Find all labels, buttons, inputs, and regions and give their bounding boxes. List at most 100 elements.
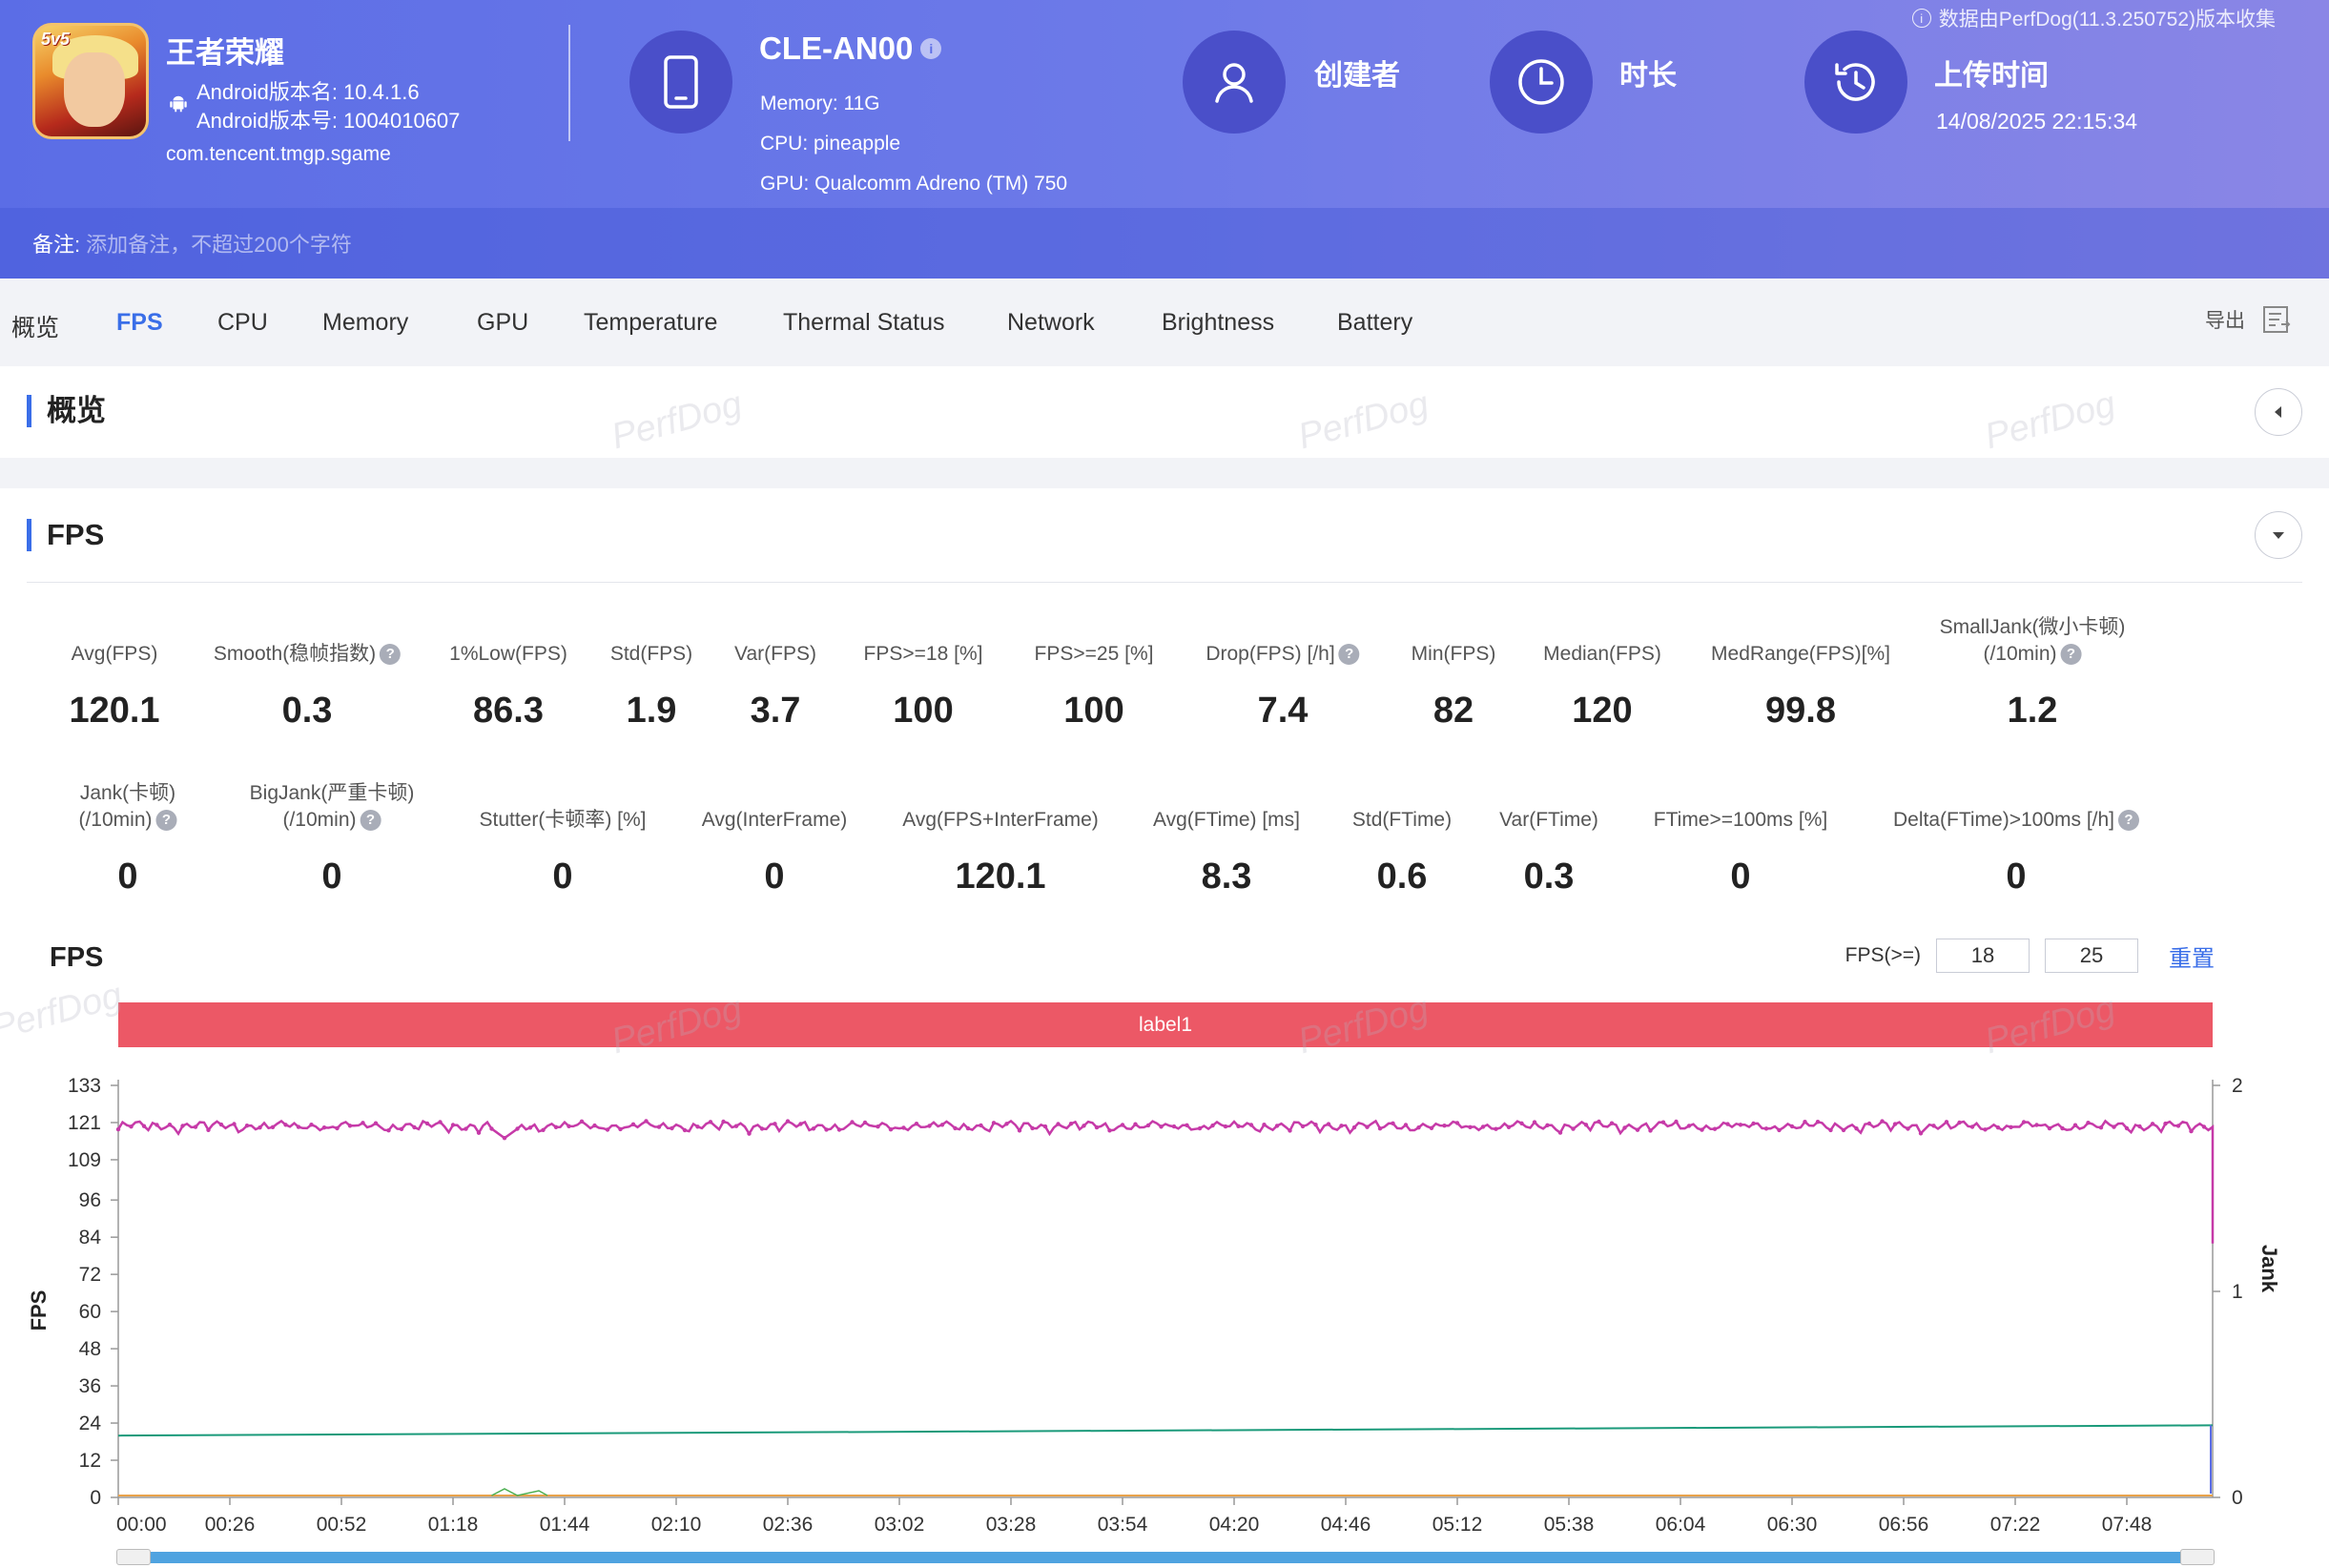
help-icon[interactable]: ?: [155, 810, 177, 832]
threshold-label: FPS(>=): [1845, 944, 1921, 966]
fps-point: [824, 1127, 829, 1132]
stat-stutter: Stutter(卡顿率) [%] 0: [479, 807, 646, 897]
fps-point: [579, 1119, 585, 1124]
fps-point: [464, 1126, 468, 1131]
threshold-input-2[interactable]: 25: [2045, 939, 2138, 973]
section-divider: [27, 582, 2302, 583]
y2-axis-title: Jank: [2257, 1245, 2281, 1293]
fps-point: [850, 1120, 855, 1124]
stat-min-fps: Min(FPS) 82: [1411, 641, 1496, 731]
upload-time-value: 14/08/2025 22:15:34: [1936, 109, 2138, 134]
tab-gpu[interactable]: GPU: [477, 309, 529, 336]
fps-point: [232, 1122, 237, 1126]
help-icon[interactable]: ?: [2118, 810, 2140, 832]
y2-tick-label: 1: [2232, 1281, 2243, 1303]
caret-left-icon: [2275, 406, 2281, 418]
fps-point: [206, 1127, 211, 1132]
tab-cpu[interactable]: CPU: [217, 309, 268, 336]
fps-point: [399, 1126, 404, 1131]
fps-point: [630, 1122, 636, 1126]
fps-point: [927, 1124, 932, 1128]
tab-temperature[interactable]: Temperature: [584, 309, 718, 336]
tab-thermal-status[interactable]: Thermal Status: [783, 309, 945, 336]
chart-scrollbar[interactable]: [116, 1549, 2215, 1565]
fps-point: [1892, 1122, 1898, 1126]
tab-overview[interactable]: 概览: [11, 315, 60, 341]
help-icon[interactable]: ?: [360, 810, 381, 832]
fps-point: [115, 1126, 121, 1132]
fps-point: [2201, 1124, 2207, 1129]
threshold-input-1[interactable]: 18: [1936, 939, 2030, 973]
fps-point: [386, 1128, 391, 1133]
y2-tick-label: 2: [2232, 1075, 2243, 1097]
stat-value: 0: [552, 856, 573, 897]
stutter-marks: [491, 1488, 548, 1496]
overview-panel: 概览 PerfDog PerfDog PerfDog: [0, 366, 2329, 458]
watermark: PerfDog: [1293, 383, 1433, 458]
fps-point: [1442, 1124, 1447, 1128]
fps-point: [1738, 1123, 1743, 1127]
upload-time-label: 上传时间: [1934, 60, 2049, 92]
tab-fps[interactable]: FPS: [116, 309, 163, 336]
y-tick-label: 48: [79, 1338, 101, 1360]
stat-label: SmallJank(微小卡顿): [1939, 616, 2126, 638]
y-tick-label: 84: [79, 1227, 102, 1248]
fps-point: [321, 1125, 327, 1130]
app-icon-badge: 5v5: [41, 30, 71, 49]
x-tick-label: 00:26: [205, 1514, 256, 1536]
fps-point: [1725, 1122, 1730, 1126]
fps-point: [2072, 1123, 2078, 1127]
fps-point: [450, 1123, 456, 1127]
fps-collapse-button[interactable]: [2255, 511, 2302, 559]
note-input[interactable]: 添加备注，不超过200个字符: [86, 233, 352, 257]
fps-point: [309, 1123, 314, 1127]
export-button[interactable]: 导出: [2205, 305, 2293, 334]
fps-point: [876, 1124, 880, 1129]
stat-value: 7.4: [1257, 691, 1309, 731]
fps-point: [747, 1131, 752, 1136]
fps-point: [283, 1123, 288, 1127]
fps-point: [592, 1123, 597, 1128]
reset-button[interactable]: 重置: [2169, 945, 2215, 972]
fps-point: [1789, 1124, 1795, 1129]
help-icon[interactable]: ?: [380, 644, 402, 666]
app-package: com.tencent.tmgp.sgame: [166, 143, 391, 165]
fps-point: [965, 1125, 971, 1131]
fps-point: [721, 1119, 726, 1124]
x-tick-label: 04:46: [1321, 1514, 1371, 1536]
help-icon[interactable]: ?: [2060, 644, 2082, 666]
fps-point: [2034, 1123, 2039, 1127]
scroll-handle-left[interactable]: [116, 1549, 151, 1565]
stat-label: Min(FPS): [1411, 643, 1496, 665]
label-bar[interactable]: label1: [118, 1002, 2213, 1047]
tab-memory[interactable]: Memory: [322, 309, 409, 336]
fps-point: [2047, 1125, 2052, 1131]
stat-value: 86.3: [473, 691, 544, 731]
stat-label: Drop(FPS) [/h]: [1206, 643, 1335, 665]
overview-collapse-button[interactable]: [2255, 388, 2302, 436]
help-icon[interactable]: ?: [1338, 644, 1360, 666]
stat-label-unit: (/10min): [78, 809, 153, 831]
device-info-icon[interactable]: i: [920, 38, 942, 59]
stat-label: Delta(FTime)>100ms [/h]: [1892, 809, 2115, 831]
tab-network[interactable]: Network: [1007, 309, 1095, 336]
fps-point: [1880, 1119, 1885, 1124]
fps-point: [901, 1125, 906, 1130]
stat-big-jank: BigJank(严重卡顿) (/10min)? 0: [250, 780, 415, 897]
y-tick-label: 109: [68, 1149, 101, 1171]
scroll-handle-right[interactable]: [2180, 1549, 2215, 1565]
device-name: CLE-AN00 i: [759, 31, 942, 67]
duration-label: 时长: [1619, 60, 1677, 92]
fps-point: [1391, 1121, 1395, 1125]
stat-avg-ftime: Avg(FTime) [ms] 8.3: [1153, 807, 1300, 897]
fps-point: [1171, 1124, 1177, 1129]
tab-brightness[interactable]: Brightness: [1162, 309, 1275, 336]
y-tick-label: 0: [90, 1487, 101, 1509]
fps-point: [1751, 1121, 1756, 1126]
fps-point: [1545, 1123, 1550, 1127]
fps-point: [656, 1124, 662, 1129]
stat-label: Smooth(稳帧指数): [213, 643, 377, 665]
tab-battery[interactable]: Battery: [1337, 309, 1413, 336]
fps-point: [605, 1127, 610, 1132]
